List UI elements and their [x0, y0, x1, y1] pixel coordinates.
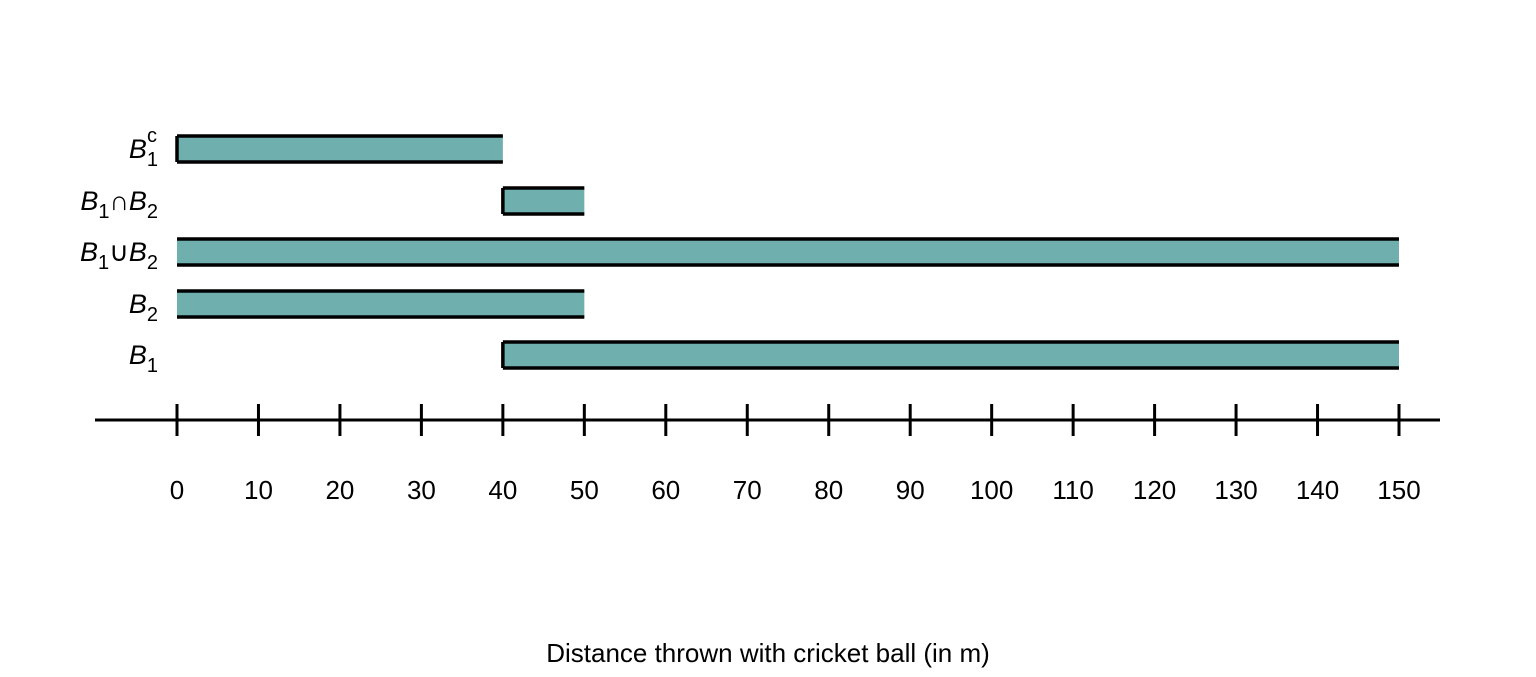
- set-name: B: [80, 237, 98, 267]
- set-name: B: [129, 340, 147, 370]
- set-subscript: 2: [147, 201, 158, 223]
- interval-bar: [501, 340, 1399, 370]
- set-superscript: c: [147, 125, 157, 147]
- x-tick-label: 80: [814, 475, 843, 505]
- interval-bar: [501, 186, 585, 216]
- x-tick-label: 70: [733, 475, 762, 505]
- x-tick-label: 40: [488, 475, 517, 505]
- interval-fill: [177, 239, 1399, 265]
- interval-bar: [177, 289, 585, 319]
- x-tick-label: 100: [970, 475, 1013, 505]
- set-name: B: [129, 237, 147, 267]
- x-tick-label: 90: [896, 475, 925, 505]
- set-name: B: [129, 289, 147, 319]
- interval-fill: [177, 136, 503, 162]
- x-axis-title: Distance thrown with cricket ball (in m): [546, 638, 990, 668]
- x-axis-ticks: 0 10 20 30 40 50 60 70 80 90 100 110 120 130 140 150: [170, 404, 1421, 505]
- x-tick-label: 110: [1052, 475, 1093, 505]
- set-operator: ∩: [109, 186, 128, 216]
- interval-label: B2: [129, 289, 158, 326]
- x-tick-label: 120: [1133, 475, 1176, 505]
- x-tick-label: 150: [1377, 475, 1420, 505]
- set-subscript: 1: [98, 252, 109, 274]
- x-tick-label: 140: [1296, 475, 1339, 505]
- x-tick-label: 10: [244, 475, 273, 505]
- interval-label: B1∪B2: [80, 237, 158, 274]
- interval-bar: [177, 237, 1399, 267]
- set-name: B: [80, 186, 98, 216]
- set-name: B: [129, 186, 147, 216]
- interval-fill: [177, 291, 585, 317]
- interval-fill: [502, 342, 1399, 368]
- interval-bars: [175, 134, 1399, 370]
- x-tick-label: 0: [170, 475, 184, 505]
- interval-fill: [502, 188, 585, 214]
- set-subscript: 2: [147, 304, 158, 326]
- x-tick-label: 60: [651, 475, 680, 505]
- set-operator: ∪: [109, 237, 129, 267]
- x-tick-label: 30: [407, 475, 436, 505]
- interval-label: B1: [129, 340, 158, 377]
- interval-label: B1∩B2: [80, 186, 158, 223]
- set-subscript: 1: [98, 201, 109, 223]
- set-name: B: [129, 134, 147, 164]
- x-tick-label: 50: [570, 475, 599, 505]
- x-tick-label: 130: [1214, 475, 1257, 505]
- interval-label: B1c: [129, 125, 158, 171]
- x-tick-label: 20: [325, 475, 354, 505]
- set-subscript: 2: [147, 252, 158, 274]
- set-subscript: 1: [147, 149, 158, 171]
- set-subscript: 1: [147, 355, 158, 377]
- interval-bar: [175, 134, 503, 164]
